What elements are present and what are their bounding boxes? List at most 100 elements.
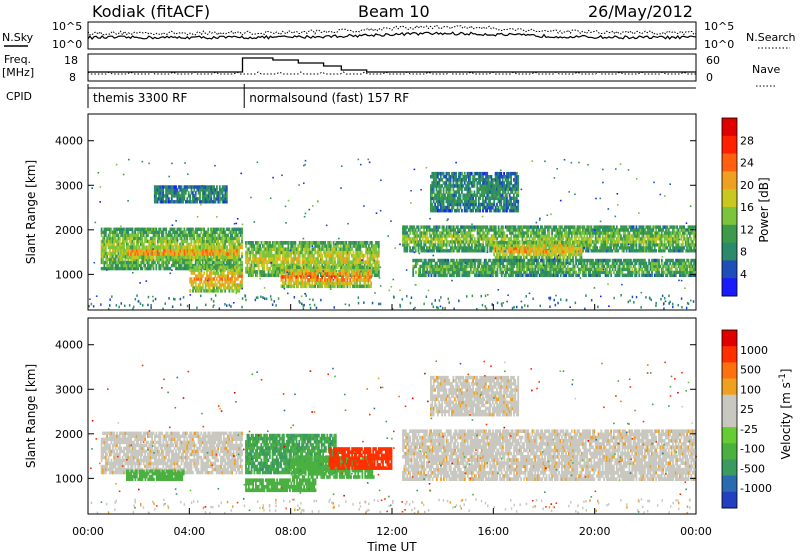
heatmap-cell [159,254,162,259]
heatmap-cell [152,255,155,260]
heatmap-cell [175,248,177,253]
heatmap-cell [363,241,366,245]
heatmap-cell [471,240,473,244]
heatmap-cell [228,265,231,269]
heatmap-cell [345,253,348,258]
heatmap-cell [260,260,263,264]
heatmap-cell [102,236,104,241]
heatmap-cell [452,234,455,238]
heatmap-cell [445,228,448,232]
heatmap-cell [206,239,208,244]
heatmap-cell [340,265,343,270]
heatmap-cell [466,240,469,244]
heatmap-cell [175,239,177,244]
heatmap-cell [530,225,532,229]
heatmap-cell [149,257,152,262]
heatmap-cell [356,244,359,248]
heatmap-cell [312,263,315,268]
heatmap-cell [284,265,287,270]
heatmap-cell [569,228,572,232]
heatmap-cell [577,249,580,253]
heatmap-cell [121,245,124,250]
heatmap-cell [270,270,273,274]
heatmap-cell [235,236,238,241]
heatmap-cell [359,263,362,268]
heatmap-cell [414,231,417,235]
heatmap-cell [297,257,300,261]
heatmap-cell [293,271,295,276]
heatmap-cell [279,247,281,251]
heatmap-cell [516,228,518,232]
heatmap-cell [318,263,321,268]
heatmap-cell [347,268,350,273]
heatmap-cell [124,260,127,265]
heatmap-cell [458,246,461,250]
heatmap-cell [328,278,330,282]
heatmap-cell [294,250,297,255]
heatmap-cell [180,263,183,268]
heatmap-cell [199,274,201,278]
heatmap-cell [257,257,260,261]
heatmap-cell [283,263,285,268]
heatmap-cell [201,242,204,247]
heatmap-cell [329,247,332,251]
heatmap-cell [190,268,193,272]
heatmap-cell [361,250,363,255]
heatmap-cell [547,243,549,247]
heatmap-cell [218,242,221,247]
heatmap-cell [229,233,232,237]
heatmap-cell [667,228,670,232]
heatmap-cell [438,237,441,241]
heatmap-cell [222,274,225,278]
heatmap-cell [611,249,614,253]
heatmap-cell [180,233,183,237]
heatmap-cell [152,263,155,268]
heatmap-cell [454,243,456,247]
heatmap-cell [549,237,552,241]
heatmap-cell [145,245,148,250]
heatmap-cell [277,253,280,258]
heatmap-cell [280,260,283,264]
heatmap-cell [215,277,218,281]
heatmap-cell [466,225,469,229]
heatmap-cell [468,225,470,229]
heatmap-cell [207,283,210,287]
heatmap-cell [442,243,445,247]
heatmap-cell [234,252,237,256]
cpid-label: CPID [6,90,32,103]
heatmap-cell [206,252,209,256]
heatmap-cell [155,266,158,271]
heatmap-cell [262,253,264,258]
heatmap-cell [308,244,311,248]
heatmap-cell [311,241,314,245]
heatmap-cell [356,275,359,279]
heatmap-cell [158,239,161,244]
heatmap-cell [234,227,236,231]
heatmap-cell [644,228,646,232]
heatmap-cell [420,258,423,263]
heatmap-cell [192,255,195,260]
heatmap-cell [336,244,339,248]
heatmap-cell [361,278,364,282]
heatmap-cell [141,260,144,265]
heatmap-cell [213,227,215,231]
heatmap-cell [500,234,503,238]
heatmap-cell [403,240,406,244]
heatmap-cell [262,257,264,261]
heatmap-cell [259,257,261,261]
heatmap-cell [127,227,130,231]
heatmap-cell [213,277,215,281]
heatmap-cell [483,225,486,229]
heatmap-cell [353,260,356,264]
heatmap-cell [409,246,411,250]
heatmap-cell [586,234,589,238]
heatmap-cell [360,265,363,270]
heatmap-cell [469,240,472,244]
heatmap-cell [434,273,437,277]
heatmap-cell [413,228,416,232]
heatmap-cell [305,268,308,273]
heatmap-cell [156,236,159,241]
heatmap-cell [587,243,590,247]
heatmap-cell [173,236,176,241]
heatmap-cell [473,225,476,229]
